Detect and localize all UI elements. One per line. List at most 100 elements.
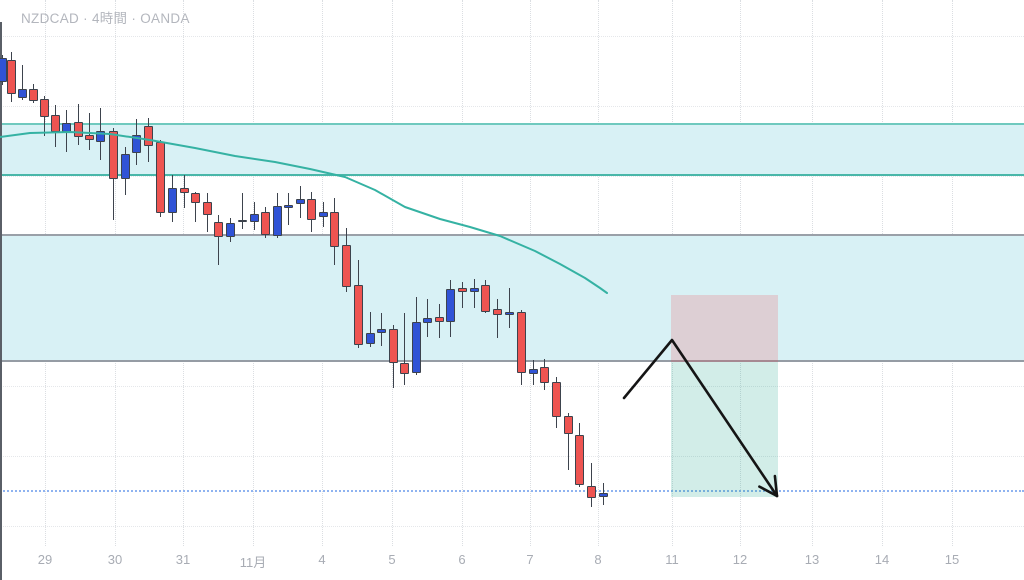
candle: [400, 313, 409, 385]
candle: [225, 218, 235, 242]
candle-wick: [496, 299, 498, 338]
candle-body: [469, 288, 479, 292]
x-axis-label[interactable]: 8: [594, 552, 602, 567]
candle: [504, 288, 514, 328]
candle-body: [528, 369, 538, 374]
candle: [249, 202, 259, 230]
candle: [168, 175, 177, 222]
candle: [423, 299, 432, 337]
candle-body: [225, 223, 235, 237]
candle-body: [330, 212, 339, 247]
x-axis-label[interactable]: 31: [175, 552, 191, 567]
x-axis-label[interactable]: 29: [37, 552, 53, 567]
x-axis-label[interactable]: 14: [874, 552, 890, 567]
candle-body: [504, 312, 514, 315]
candle-body: [458, 288, 467, 292]
candle-body: [388, 329, 398, 363]
candle: [39, 96, 49, 136]
candle: [7, 52, 16, 102]
candle-body: [132, 135, 141, 153]
candle-body: [598, 493, 608, 497]
candle-body: [272, 206, 282, 236]
candle-body: [179, 188, 189, 193]
grid-hline: [0, 36, 1024, 37]
candle-body: [423, 318, 432, 323]
candle: [108, 128, 118, 220]
candle-body: [50, 115, 60, 132]
candle: [540, 359, 549, 390]
candle-body: [249, 214, 259, 222]
grid-hline: [0, 526, 1024, 527]
candle: [144, 118, 153, 162]
candle-body: [96, 131, 105, 142]
candle-body: [318, 212, 328, 217]
dotted-support-line[interactable]: [0, 490, 1024, 492]
candle-body: [295, 199, 305, 204]
candle-wick: [590, 463, 592, 507]
candle-body: [586, 486, 596, 498]
candle-body: [191, 193, 200, 203]
candle-body: [7, 60, 16, 94]
candle-body: [307, 199, 316, 220]
candle: [377, 313, 386, 346]
candle-wick: [473, 279, 475, 308]
candle: [179, 175, 189, 208]
candle-body: [62, 123, 71, 132]
candle: [202, 193, 212, 232]
x-axis-label[interactable]: 5: [388, 552, 396, 567]
candle: [481, 280, 490, 313]
candle: [96, 108, 105, 160]
candle-body: [516, 312, 526, 373]
candle-body: [28, 89, 38, 101]
candle-wick: [21, 65, 23, 100]
risk-box[interactable]: [671, 295, 778, 362]
candle: [238, 193, 247, 229]
x-axis-label[interactable]: 12: [732, 552, 748, 567]
candle-body: [17, 89, 27, 98]
candle: [17, 65, 27, 100]
candle-wick: [288, 193, 289, 225]
candle-wick: [242, 193, 243, 229]
candle: [295, 186, 305, 218]
x-axis-label[interactable]: 11: [665, 552, 679, 567]
x-axis-label[interactable]: 7: [526, 552, 534, 567]
candle: [120, 147, 130, 195]
candle: [528, 360, 538, 385]
candle-body: [481, 285, 490, 312]
candle: [365, 312, 375, 347]
candle-body: [73, 122, 83, 137]
grid-hline: [0, 456, 1024, 457]
candle: [132, 119, 141, 165]
candle-body: [156, 142, 165, 213]
candle-wick: [567, 413, 569, 470]
zone-upper[interactable]: [0, 123, 1024, 176]
x-axis-label[interactable]: 11月: [239, 555, 267, 570]
candle: [551, 377, 561, 428]
candle-body: [238, 220, 247, 222]
candle-body: [411, 322, 421, 373]
grid-hline: [0, 176, 1024, 177]
candle-body: [0, 58, 7, 82]
candle: [156, 140, 165, 217]
x-axis-label[interactable]: 13: [804, 552, 820, 567]
candle-body: [84, 135, 94, 140]
candle: [516, 310, 526, 385]
candle: [411, 297, 421, 375]
candle-body: [144, 126, 153, 146]
reward-box[interactable]: [671, 362, 778, 497]
candle: [214, 215, 223, 265]
candle-body: [446, 289, 455, 322]
x-axis-label[interactable]: 4: [318, 552, 326, 567]
candle-body: [120, 154, 130, 179]
candle-body: [353, 285, 363, 345]
candle-body: [434, 317, 444, 322]
candle: [492, 299, 502, 338]
x-axis-label[interactable]: 6: [458, 552, 466, 567]
candle: [191, 192, 200, 222]
x-axis-label[interactable]: 15: [944, 552, 960, 567]
candle-body: [551, 382, 561, 417]
candle-body: [261, 212, 270, 235]
x-axis-label[interactable]: 30: [107, 552, 123, 567]
candle-wick: [369, 312, 371, 347]
